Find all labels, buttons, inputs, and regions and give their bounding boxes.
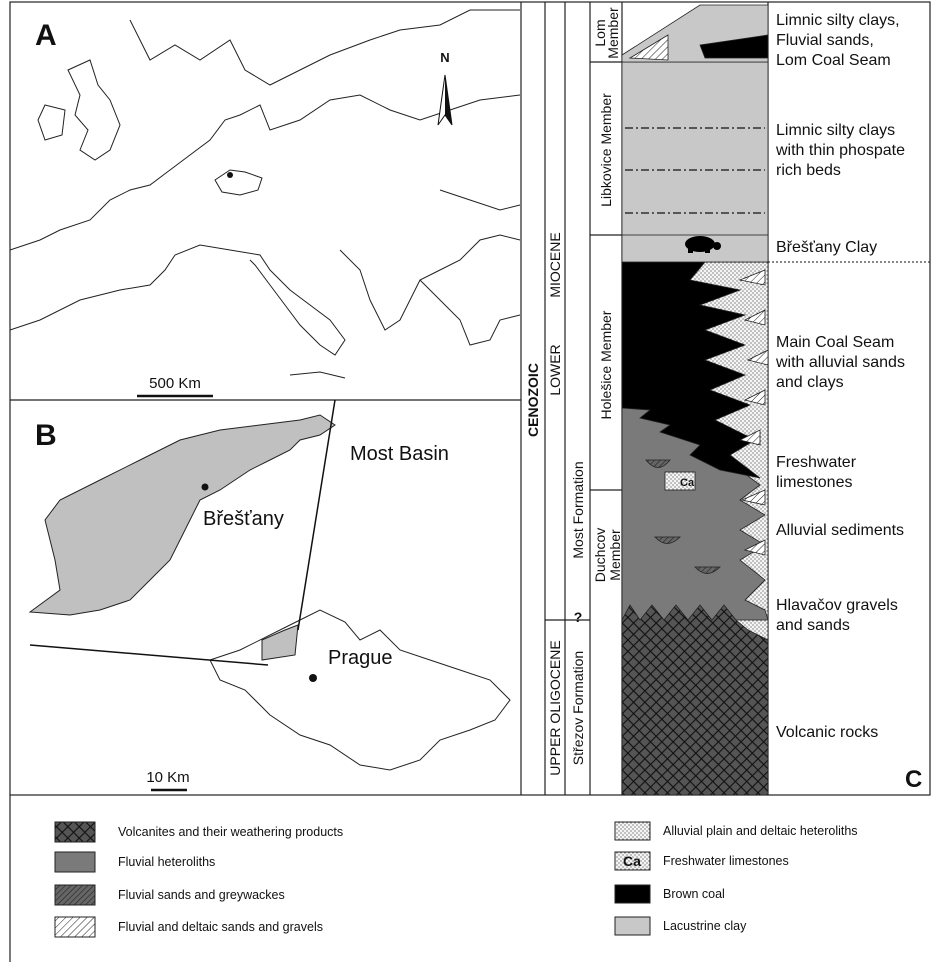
panel-label: A [35,19,57,52]
lacustrine-clay [622,62,768,262]
scale-label: 500 Km [149,375,201,392]
formation-label: Střezov Formation [570,651,586,765]
legend-label: Fluvial sands and greywackes [118,888,285,902]
formation-label: Most Formation [570,461,586,558]
coastline [10,245,345,355]
description: Břešťany Clay [776,239,877,256]
legend: Ca Volcanites and their weathering produ… [55,822,858,937]
coastline [68,60,120,160]
description: Limnic silty clays [776,122,895,139]
member-label: Libkovice Member [598,93,614,207]
description: Main Coal Seam [776,334,894,351]
coastline [440,190,520,210]
location-dot [227,172,233,178]
description: with alluvial sands [775,354,905,371]
basin-label: Most Basin [350,443,449,465]
site-dot [202,484,209,491]
main-frame [10,2,930,795]
member-label: Holešice Member [598,310,614,419]
coastline [290,372,345,378]
epoch-label: UPPER OLIGOCENE [547,640,563,775]
lithology [622,5,768,795]
coastline [130,10,520,85]
legend-swatch [55,885,95,905]
limestone-symbol: Ca [680,477,695,489]
member-label: Member [607,529,623,581]
description: Hlavačov gravels [776,597,898,614]
legend-swatch [55,852,95,872]
description: with thin phospate [775,142,905,159]
city-dot [309,674,317,682]
legend-symbol: Ca [623,853,641,869]
uncertain-mark: ? [574,609,583,625]
coastline [340,235,520,330]
description: limestones [776,474,852,491]
member-label: Duchcov [592,528,608,582]
legend-swatch [55,822,95,842]
site-label: Břešťany [203,508,284,530]
north-label: N [440,50,449,65]
panel-label: C [905,766,922,793]
czech-outline [215,170,262,195]
city-label: Prague [328,647,393,669]
basin-area [30,415,335,615]
coastline [420,280,520,345]
legend-label: Brown coal [663,887,725,901]
description: Volcanic rocks [776,724,878,741]
coastline [38,105,65,140]
europe-map [10,10,520,378]
legend-label: Volcanites and their weathering products [118,825,343,839]
era-label: CENOZOIC [525,363,541,437]
legend-label: Alluvial plain and deltaic heteroliths [663,824,858,838]
description: Fluvial sands, [776,32,874,49]
figure: N A 500 Km B Most Basin Břešťany Prague … [0,0,935,962]
description: Lom Coal Seam [776,52,891,69]
legend-label: Fluvial heteroliths [118,855,215,869]
description: and clays [776,374,844,391]
coastline [10,95,520,250]
description: Alluvial sediments [776,522,904,539]
legend-swatch [615,822,650,840]
epoch-label: MIOCENE [547,232,563,297]
scale-label: 10 Km [146,769,189,786]
description: and sands [776,617,850,634]
legend-swatch [615,917,650,935]
description: Limnic silty clays, [776,12,900,29]
epoch-label: LOWER [547,344,563,395]
legend-label: Fluvial and deltaic sands and gravels [118,920,323,934]
czech-outline [210,610,510,770]
volcanites [622,605,768,795]
description: Freshwater [776,454,857,471]
member-label: Member [605,7,621,59]
panel-label: B [35,419,57,452]
legend-label: Lacustrine clay [663,919,747,933]
legend-swatch [615,885,650,903]
cut-line [30,645,268,665]
legend-swatch [55,917,95,937]
descriptions: Limnic silty clays, Fluvial sands, Lom Coa… [775,12,905,741]
legend-label: Freshwater limestones [663,854,789,868]
description: rich beds [776,162,841,179]
